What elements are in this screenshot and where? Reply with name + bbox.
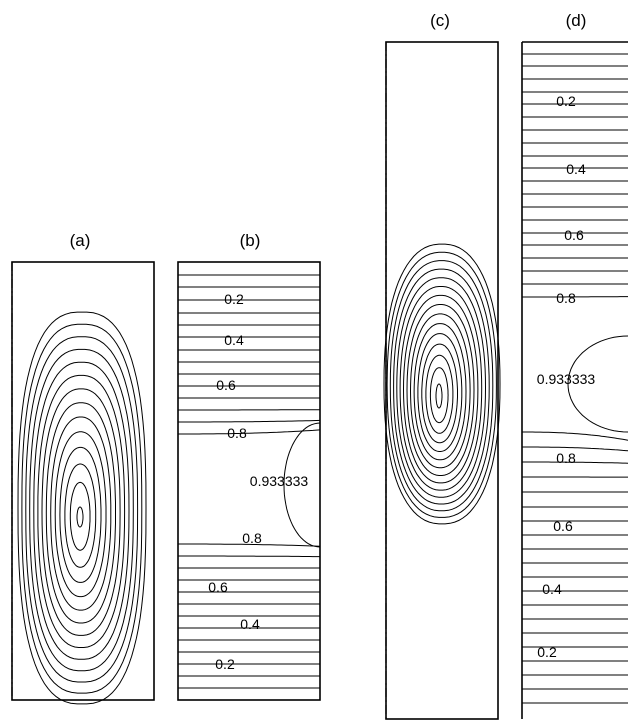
- panel-d-labels: 0.2 0.4 0.6 0.8 0.933333 0.8 0.6 0.4 0.2: [537, 93, 596, 660]
- panel-d-title: (d): [566, 11, 587, 30]
- isotherm: [522, 461, 628, 464]
- streamline: [396, 277, 487, 498]
- isotherm-inner-loop: [567, 335, 628, 433]
- panel-d-label: 0.4: [542, 581, 562, 597]
- panel-b-title: (b): [240, 231, 261, 250]
- streamline: [17, 311, 147, 705]
- panel-a-title: (a): [70, 231, 91, 250]
- streamline: [409, 313, 471, 469]
- panel-c-frame: [385, 41, 499, 720]
- panel-b-label: 0.4: [240, 616, 260, 632]
- streamline: [429, 367, 449, 424]
- streamline: [21, 323, 143, 694]
- streamline: [45, 402, 116, 624]
- streamline: [386, 251, 497, 518]
- isotherm: [522, 431, 628, 441]
- panel-b-label: 0.2: [224, 291, 244, 307]
- panel-c: (c): [383, 11, 501, 720]
- panel-a: (a): [11, 231, 155, 705]
- panel-b-label: 0.8: [227, 425, 247, 441]
- panel-b-label: 0.8: [242, 530, 262, 546]
- panel-b-labels: 0.2 0.4 0.6 0.8 0.933333 0.8 0.6 0.4 0.2: [208, 291, 308, 672]
- streamline: [383, 243, 501, 525]
- panel-d-label: 0.933333: [537, 371, 596, 387]
- streamline: [29, 348, 134, 672]
- panel-d-label: 0.6: [553, 518, 573, 534]
- isotherm: [522, 446, 628, 452]
- panel-b-label: 0.4: [224, 332, 244, 348]
- panel-a-frame: [11, 261, 155, 701]
- panel-b-frame: [177, 261, 321, 701]
- isotherm-inner-loop: [283, 422, 321, 548]
- streamline: [425, 354, 454, 434]
- panel-b-label: 0.6: [216, 377, 236, 393]
- panel-b-label: 0.2: [215, 656, 235, 672]
- panel-c-title: (c): [430, 11, 450, 30]
- isotherm: [178, 555, 320, 558]
- streamline: [54, 431, 107, 598]
- panel-d: (d) 0.2 0.4 0.6 0.8 0.933333 0.8 0.6 0.4…: [521, 11, 628, 719]
- streamline: [76, 506, 84, 528]
- streamline: [417, 333, 463, 452]
- streamline: [402, 294, 479, 484]
- panel-a-streamlines: [17, 311, 147, 705]
- isotherm: [178, 543, 321, 547]
- panel-b-label: 0.933333: [250, 473, 309, 489]
- streamline: [59, 446, 102, 583]
- streamline: [413, 323, 467, 461]
- panel-d-label: 0.8: [556, 290, 576, 306]
- streamline: [64, 463, 97, 568]
- panel-b-label: 0.6: [208, 579, 228, 595]
- panel-d-label: 0.6: [564, 227, 584, 243]
- panel-c-streamlines: [383, 243, 501, 525]
- streamline: [389, 260, 494, 512]
- panel-d-label: 0.8: [556, 450, 576, 466]
- panel-b-isotherms: [178, 274, 321, 689]
- isotherm: [178, 429, 321, 435]
- panel-d-label: 0.4: [566, 161, 586, 177]
- panel-d-label: 0.2: [556, 93, 576, 109]
- panel-d-isotherms: [522, 53, 628, 704]
- panel-b: (b) 0.2 0.4 0.6 0.8 0.933333 0.8 0.6 0.4…: [177, 231, 321, 701]
- streamline: [421, 343, 458, 444]
- streamline: [50, 416, 112, 611]
- isotherm: [178, 419, 321, 423]
- streamline: [25, 336, 139, 683]
- panel-d-label: 0.2: [537, 644, 557, 660]
- streamline: [393, 268, 490, 505]
- streamline: [69, 481, 91, 551]
- streamline: [435, 383, 443, 409]
- streamline: [406, 304, 475, 476]
- streamline: [399, 286, 483, 491]
- streamline: [33, 361, 130, 660]
- streamline: [37, 374, 126, 648]
- streamline: [41, 388, 121, 636]
